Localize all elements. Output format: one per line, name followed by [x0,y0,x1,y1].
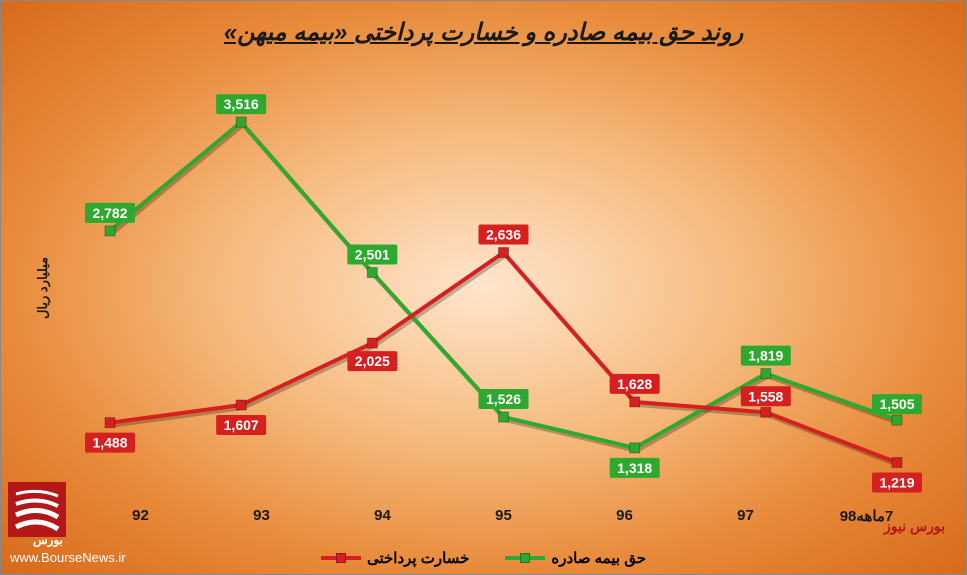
x-axis-label: 93 [201,507,322,527]
source-url: www.BourseNews.ir [10,550,126,565]
svg-text:1,219: 1,219 [879,475,914,491]
svg-text:2,636: 2,636 [486,227,521,243]
svg-text:2,501: 2,501 [355,247,390,263]
x-axis-label: 94 [322,507,443,527]
x-axis-label: 95 [443,507,564,527]
svg-text:2,782: 2,782 [92,205,127,221]
legend-item: خسارت پرداختی [321,549,469,567]
source-credit: بورس نیوز [884,518,945,535]
x-axis-label: 92 [80,507,201,527]
svg-text:2,025: 2,025 [355,353,390,369]
svg-text:1,628: 1,628 [617,376,652,392]
legend: حق بیمه صادره خسارت پرداختی [0,549,967,567]
legend-item: حق بیمه صادره [505,549,646,567]
svg-text:بورس: بورس [33,533,63,547]
plot-area: 2,782 3,516 2,501 1,526 1,318 1,819 1,505 1,488… [60,80,947,495]
legend-label: حق بیمه صادره [551,549,646,567]
svg-text:1,819: 1,819 [748,348,783,364]
y-axis-label: میلیارد ریال [35,256,51,318]
svg-text:1,558: 1,558 [748,388,783,404]
logo-watermark: بورس [8,482,88,547]
chart-container: روند حق بیمه صادره و خسارت پرداختی «بیمه… [0,0,967,575]
x-axis-label: 96 [564,507,685,527]
x-axis-label: 97 [685,507,806,527]
plot-svg: 2,782 3,516 2,501 1,526 1,318 1,819 1,505 1,488… [60,80,947,495]
chart-title: روند حق بیمه صادره و خسارت پرداختی «بیمه… [0,18,967,47]
svg-text:1,318: 1,318 [617,460,652,476]
svg-text:1,607: 1,607 [224,417,259,433]
svg-text:1,526: 1,526 [486,391,521,407]
svg-text:1,505: 1,505 [879,396,914,412]
svg-text:3,516: 3,516 [224,96,259,112]
svg-text:1,488: 1,488 [92,435,127,451]
legend-label: خسارت پرداختی [367,549,469,567]
x-axis-labels: 9293949596977ماهه98 [60,507,947,527]
